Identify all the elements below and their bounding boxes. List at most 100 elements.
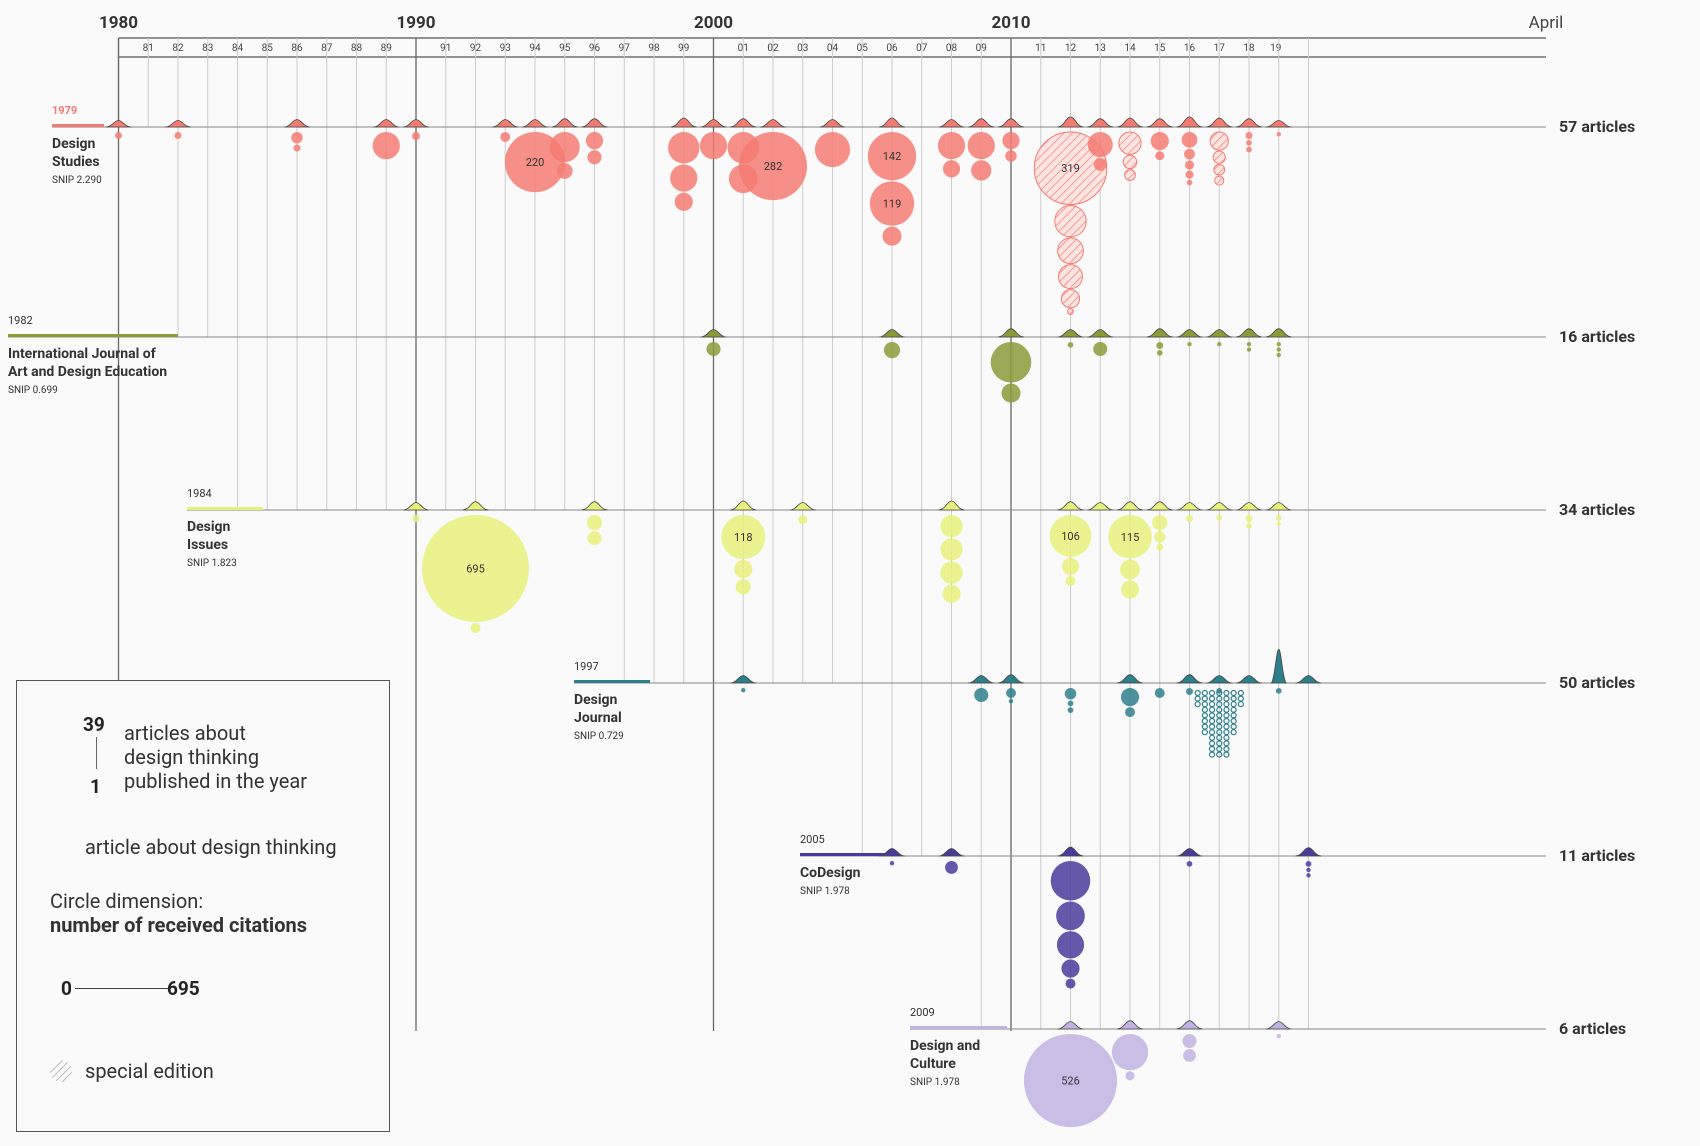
citation-bubble xyxy=(586,515,603,531)
citation-bubble xyxy=(1064,688,1077,700)
citation-bubble xyxy=(706,342,721,357)
citation-bubble xyxy=(291,132,303,144)
density-hump xyxy=(492,119,519,128)
article-dot xyxy=(1194,695,1201,702)
special-edition-hatch-icon xyxy=(50,1060,72,1082)
article-dot xyxy=(1223,689,1230,697)
journal-name: Design and xyxy=(910,1038,980,1054)
journal-name: Design xyxy=(187,519,231,535)
article-dot xyxy=(1237,689,1244,697)
citation-bubble xyxy=(500,132,511,142)
citation-bubble xyxy=(1060,289,1081,309)
article-dot xyxy=(1208,689,1216,697)
citation-bubble xyxy=(1125,707,1135,718)
density-hump xyxy=(1116,117,1144,128)
decade-label: 1980 xyxy=(99,13,138,33)
density-hump xyxy=(1206,329,1233,338)
article-dot xyxy=(1201,723,1208,730)
citation-bubble xyxy=(1246,347,1252,352)
density-hump xyxy=(1116,501,1144,511)
density-hump xyxy=(1206,502,1233,511)
journal-total: 6 articles xyxy=(1559,1019,1626,1038)
citation-bubble xyxy=(1056,901,1085,931)
citation-bubble xyxy=(814,132,851,168)
journal-total: 50 articles xyxy=(1559,673,1635,692)
density-hump xyxy=(1295,847,1322,857)
density-hump xyxy=(938,848,965,857)
citation-bubble xyxy=(587,150,602,165)
journal-snip: SNIP 1.823 xyxy=(187,558,237,569)
legend: 39 1 articles about design thinking publ… xyxy=(16,680,390,1132)
density-hump xyxy=(1295,675,1322,684)
bubble-label: 220 xyxy=(526,156,545,169)
decade-label-april: April xyxy=(1529,13,1564,33)
citation-bubble xyxy=(1276,521,1281,527)
citation-bubble xyxy=(940,538,963,561)
citation-bubble xyxy=(674,192,693,211)
citation-bubble xyxy=(867,132,917,181)
article-dot xyxy=(1208,729,1216,736)
legend-counts-line3: published in the year xyxy=(124,769,307,793)
legend-count-line xyxy=(96,737,97,769)
citation-bubble xyxy=(1185,515,1194,523)
density-hump xyxy=(1176,116,1203,128)
citation-bubble xyxy=(1209,131,1229,151)
article-dot xyxy=(1223,695,1230,702)
article-dot xyxy=(1208,734,1216,741)
citation-bubble xyxy=(1120,688,1140,707)
citation-bubble xyxy=(1182,1034,1197,1049)
citation-bubble xyxy=(549,132,580,163)
density-hump xyxy=(1057,501,1084,511)
citation-bubble xyxy=(1152,515,1168,531)
article-dot xyxy=(1223,751,1230,758)
citation-bubble xyxy=(585,132,604,150)
article-dot xyxy=(1201,689,1208,697)
journal-start-year: 1982 xyxy=(8,314,33,327)
density-hump xyxy=(968,118,995,128)
citation-bubble xyxy=(1276,352,1281,358)
citation-bubble xyxy=(1061,959,1080,978)
density-hump xyxy=(1057,846,1084,857)
citation-bubble xyxy=(1120,559,1140,580)
density-hump xyxy=(1176,502,1203,511)
citation-bubble xyxy=(1246,342,1252,347)
citation-bubble xyxy=(1187,342,1192,347)
citation-bubble xyxy=(1093,342,1108,357)
article-dot xyxy=(1194,689,1201,697)
density-hump xyxy=(670,117,697,128)
article-dot xyxy=(1201,712,1208,719)
decade-label: 2000 xyxy=(694,13,733,33)
legend-scale-line xyxy=(75,988,171,989)
journal-snip: SNIP 0.729 xyxy=(574,731,624,742)
article-dot xyxy=(1208,751,1216,758)
journal-name: Journal xyxy=(574,710,622,726)
legend-special-label: special edition xyxy=(85,1059,214,1083)
citation-bubble xyxy=(971,160,992,181)
article-dot xyxy=(1201,717,1208,725)
article-dot xyxy=(1223,701,1230,708)
citation-bubble xyxy=(1186,861,1193,867)
density-hump xyxy=(1235,118,1263,128)
citation-bubble xyxy=(735,579,751,595)
citation-bubble xyxy=(1125,1071,1135,1081)
citation-bubble xyxy=(1001,383,1021,403)
citation-bubble xyxy=(1122,154,1138,170)
density-hump xyxy=(105,120,132,128)
density-hump xyxy=(878,117,906,128)
bubble-label: 115 xyxy=(1121,531,1140,544)
citation-bubble xyxy=(1276,1034,1281,1039)
density-hump xyxy=(1057,116,1084,128)
density-hump xyxy=(551,118,578,128)
article-dot xyxy=(1223,723,1230,730)
density-hump xyxy=(1235,675,1263,684)
article-dot xyxy=(1216,723,1223,730)
article-dot xyxy=(1223,729,1230,736)
citation-bubble xyxy=(882,226,902,246)
journal-total: 34 articles xyxy=(1559,500,1635,519)
density-hump xyxy=(730,500,757,511)
article-dot xyxy=(1223,740,1230,747)
article-dot xyxy=(1223,734,1230,741)
density-hump xyxy=(1265,502,1292,511)
citation-bubble xyxy=(889,861,895,866)
density-hump xyxy=(1087,502,1114,511)
